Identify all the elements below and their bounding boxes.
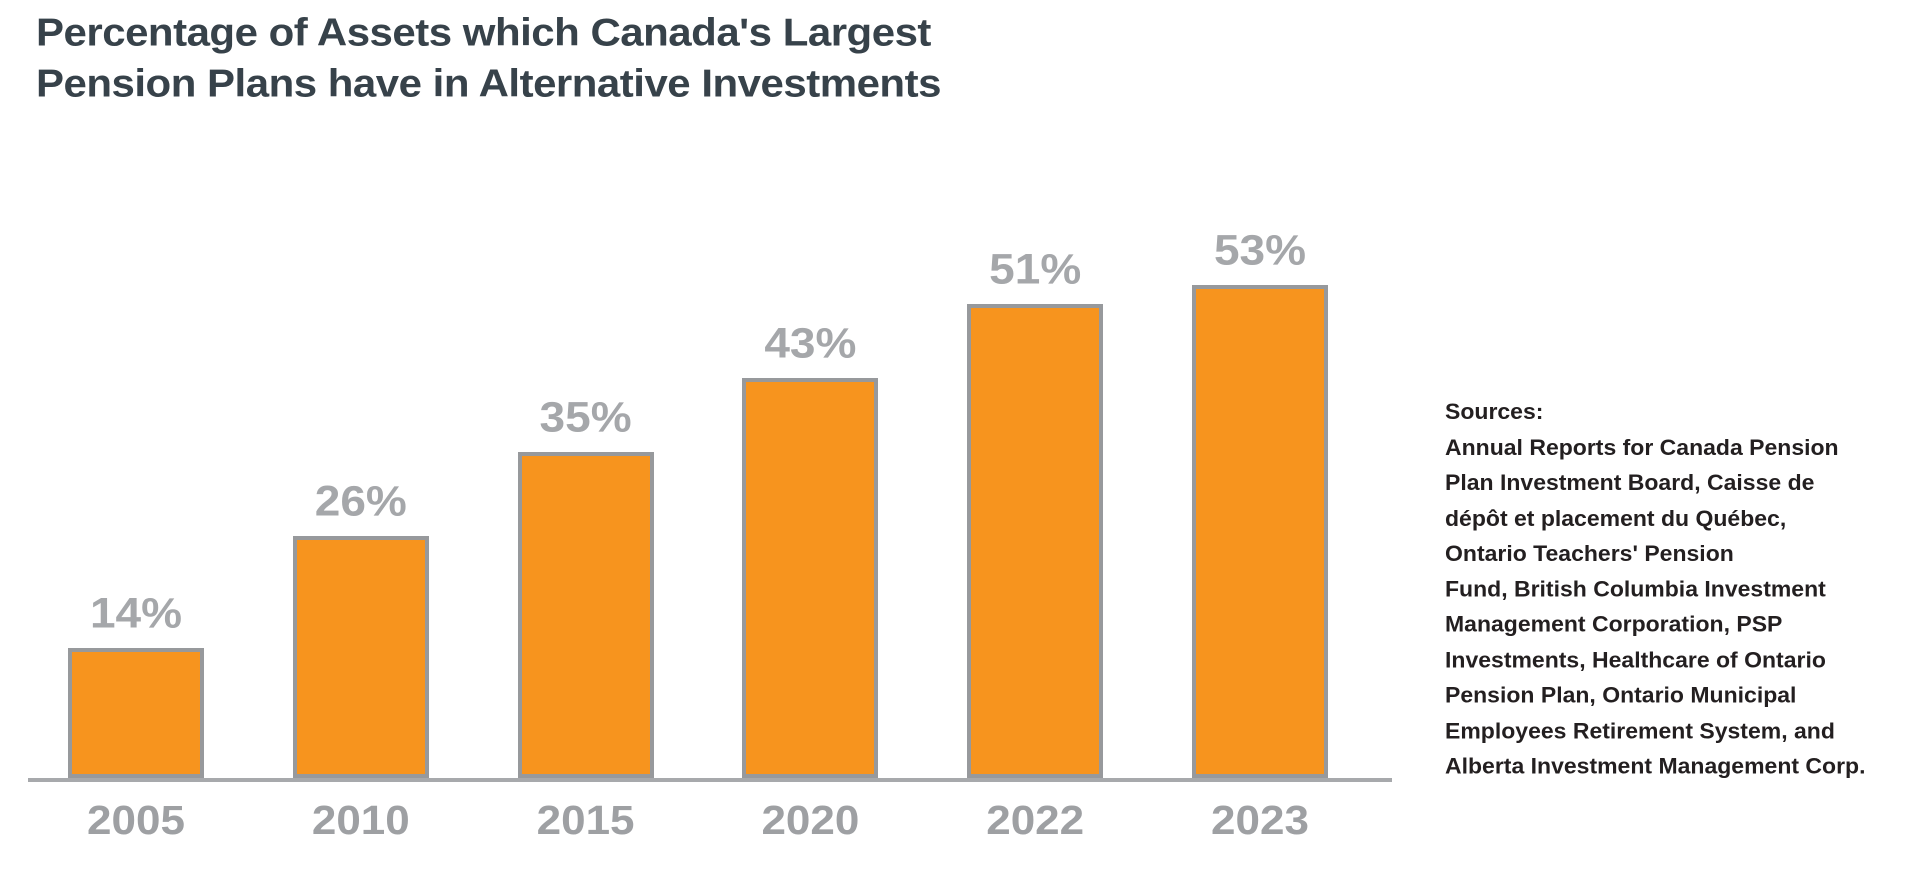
bar-value-label-2005: 14% — [89, 589, 183, 637]
source-note-line-10: Alberta Investment Management Corp. — [1445, 752, 1866, 779]
source-note-body: Annual Reports for Canada Pension Plan In… — [1445, 429, 1927, 783]
x-axis-label-2015: 2015 — [536, 798, 635, 844]
bar-value-label-2023: 53% — [1213, 226, 1307, 274]
source-note-heading: Sources: — [1445, 398, 1544, 425]
bar-2020 — [742, 378, 879, 778]
bar-2015 — [517, 452, 654, 778]
bar-value-label-2022: 51% — [989, 245, 1082, 293]
source-note-line-3: dépôt et placement du Québec, — [1445, 505, 1787, 531]
bar-2010 — [292, 536, 429, 778]
x-axis-label-2023: 2023 — [1211, 798, 1309, 844]
bar-value-label-2020: 43% — [764, 319, 857, 367]
bar-2005 — [68, 648, 204, 778]
source-note-line-6: Management Corporation, PSP — [1445, 611, 1783, 637]
x-axis-label-2020: 2020 — [761, 798, 860, 844]
source-note-line-8: Pension Plan, Ontario Municipal — [1445, 682, 1797, 708]
chart-title-line-2: Pension Plans have in Alternative Invest… — [36, 60, 941, 105]
x-axis-label-2005: 2005 — [87, 798, 185, 844]
source-note-line-5: Fund, British Columbia Investment — [1445, 575, 1826, 602]
bar-plot-area: 14% 2005 26% 2010 35% 2015 43% 2020 51% 2022 53% 20… — [28, 226, 1392, 844]
source-note-line-9: Employees Retirement System, and — [1445, 717, 1835, 743]
x-axis-label-2022: 2022 — [986, 798, 1085, 844]
x-axis-line — [28, 778, 1392, 782]
bar-2023 — [1192, 285, 1328, 778]
bar-2022 — [967, 304, 1104, 778]
source-note-line-7: Investments, Healthcare of Ontario — [1445, 646, 1826, 672]
x-axis-label-2010: 2010 — [311, 798, 410, 844]
source-note-line-1: Annual Reports for Canada Pension — [1445, 434, 1839, 460]
source-note: Sources: Annual Reports for Canada Pensi… — [1445, 394, 1927, 783]
source-note-line-4: Ontario Teachers' Pension — [1445, 540, 1734, 566]
chart-title: Percentage of Assets which Canada's Larg… — [36, 8, 941, 108]
bar-value-label-2010: 26% — [314, 477, 407, 525]
source-note-line-2: Plan Investment Board, Caisse de — [1445, 469, 1815, 495]
bar-value-label-2015: 35% — [539, 393, 632, 441]
chart-title-line-1: Percentage of Assets which Canada's Larg… — [36, 10, 931, 54]
